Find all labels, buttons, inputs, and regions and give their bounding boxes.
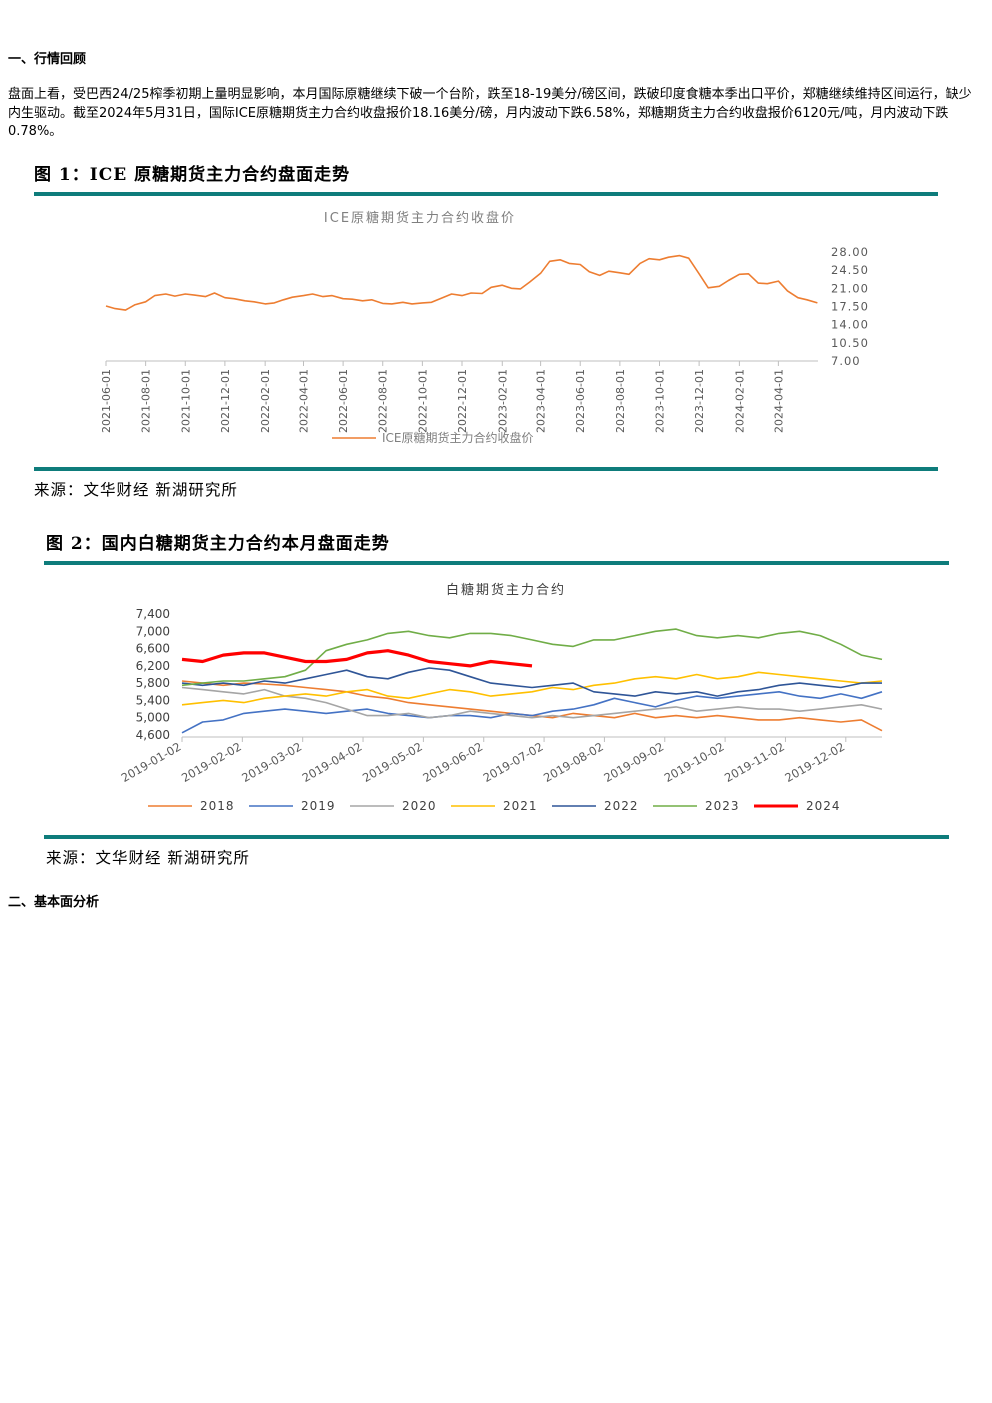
chart2-y-tick-label: 7,400 bbox=[136, 607, 170, 621]
chart2-series-line-2020 bbox=[181, 686, 883, 719]
chart1-title: ICE原糖期货主力合约收盘价 bbox=[324, 210, 516, 226]
chart2-x-tick-label: 2019-02-02 bbox=[179, 739, 244, 785]
chart1-x-tick-label: 2021-08-01 bbox=[140, 369, 153, 433]
chart2-legend-label-2018: 2018 bbox=[200, 799, 235, 813]
figure1-bottom-rule bbox=[34, 467, 938, 471]
chart2-x-tick-label: 2019-06-02 bbox=[420, 739, 485, 785]
chart1-x-tick-label: 2023-02-01 bbox=[496, 369, 509, 433]
chart2-legend-label-2024: 2024 bbox=[806, 799, 841, 813]
figure1-source: 来源：文华财经 新湖研究所 bbox=[34, 481, 238, 499]
figure2-chart: 白糖期货主力合约 4,600 5,000 5,400 5,800 6,200 6,600 7… bbox=[44, 568, 949, 834]
chart1-legend-label: ICE原糖期货主力合约收盘价 bbox=[382, 430, 534, 445]
chart1-x-tick-label: 2024-02-01 bbox=[733, 369, 746, 433]
chart2-series-line-2019 bbox=[181, 691, 883, 734]
chart1-x-tick-label: 2021-12-01 bbox=[219, 369, 232, 433]
chart2-x-tick-label: 2019-08-02 bbox=[541, 739, 606, 785]
figure2-title: 图 2：国内白糖期货主力合约本月盘面走势 bbox=[46, 534, 390, 554]
chart2-legend-label-2020: 2020 bbox=[402, 799, 437, 813]
chart1-x-tick-label: 2023-04-01 bbox=[535, 369, 548, 433]
chart1-x-tick-label: 2023-12-01 bbox=[693, 369, 706, 433]
chart2-x-tick-label: 2019-09-02 bbox=[601, 739, 666, 785]
figure2-bottom-rule bbox=[44, 835, 949, 839]
figure2-source: 来源：文华财经 新湖研究所 bbox=[46, 849, 250, 867]
chart2-y-tick-label: 6,600 bbox=[136, 642, 170, 656]
chart2-series-line-2023 bbox=[181, 628, 883, 687]
chart2-x-tick-label: 2019-07-02 bbox=[481, 739, 546, 785]
chart1-x-tick-label: 2022-08-01 bbox=[377, 369, 390, 433]
chart2-x-tick-label: 2019-03-02 bbox=[239, 739, 304, 785]
domestic-sugar-line-chart: 白糖期货主力合约 4,600 5,000 5,400 5,800 6,200 6,600 7… bbox=[119, 582, 883, 813]
chart2-series-line-2024 bbox=[181, 649, 533, 668]
chart2-x-tick-label: 2019-11-02 bbox=[722, 739, 787, 785]
chart2-x-tick-label: 2019-12-02 bbox=[782, 739, 847, 785]
chart1-x-tick-label: 2022-12-01 bbox=[456, 369, 469, 433]
chart1-y-tick-label: 17.50 bbox=[831, 300, 869, 314]
chart2-x-tick-label: 2019-01-02 bbox=[119, 739, 184, 785]
chart2-legend-label-2021: 2021 bbox=[503, 799, 538, 813]
chart1-x-tick-label: 2022-06-01 bbox=[337, 369, 350, 433]
chart2-x-tick-label: 2019-04-02 bbox=[300, 739, 365, 785]
chart2-y-tick-label: 4,600 bbox=[136, 728, 170, 742]
figure1-title: 图 1：ICE 原糖期货主力合约盘面走势 bbox=[34, 165, 351, 185]
section-heading-fundamentals: 二、基本面分析 bbox=[8, 895, 100, 910]
chart2-title: 白糖期货主力合约 bbox=[446, 582, 566, 598]
chart1-x-tick-label: 2023-06-01 bbox=[574, 369, 587, 433]
chart1-x-tick-label: 2021-10-01 bbox=[179, 369, 192, 433]
chart2-series-line-2021 bbox=[181, 671, 883, 706]
figure1-top-rule bbox=[34, 192, 938, 196]
chart1-x-tick-label: 2022-02-01 bbox=[259, 369, 272, 433]
chart1-y-tick-label: 21.00 bbox=[831, 281, 869, 295]
ice-sugar-line-chart: ICE原糖期货主力合约收盘价 2021-06-01 2021-08-01 2021-… bbox=[100, 210, 869, 445]
figure1-chart: ICE原糖期货主力合约收盘价 2021-06-01 2021-08-01 2021-… bbox=[34, 198, 938, 466]
figure2-top-rule bbox=[44, 561, 949, 565]
chart1-y-tick-label: 7.00 bbox=[831, 354, 861, 368]
chart1-y-tick-label: 28.00 bbox=[831, 245, 869, 259]
chart2-y-tick-label: 5,000 bbox=[136, 711, 170, 725]
chart2-legend-label-2023: 2023 bbox=[705, 799, 740, 813]
chart2-y-tick-label: 5,400 bbox=[136, 693, 170, 707]
chart1-y-tick-label: 14.00 bbox=[831, 318, 869, 332]
chart2-y-tick-label: 6,200 bbox=[136, 659, 170, 673]
chart1-x-tick-label: 2023-08-01 bbox=[614, 369, 627, 433]
chart2-y-tick-label: 5,800 bbox=[136, 676, 170, 690]
chart1-x-tick-label: 2022-10-01 bbox=[416, 369, 429, 433]
chart2-y-tick-label: 7,000 bbox=[136, 624, 170, 638]
chart1-x-tick-label: 2024-04-01 bbox=[772, 369, 785, 433]
chart1-y-tick-label: 10.50 bbox=[831, 336, 869, 350]
chart2-series-line-2022 bbox=[181, 667, 882, 697]
chart1-x-tick-label: 2023-10-01 bbox=[653, 369, 666, 433]
chart1-x-tick-label: 2022-04-01 bbox=[297, 369, 310, 433]
chart1-legend: ICE原糖期货主力合约收盘价 bbox=[332, 430, 534, 445]
market-review-paragraph: 盘面上看，受巴西24/25榨季初期上量明显影响，本月国际原糖继续下破一个台阶，跌… bbox=[8, 87, 972, 139]
chart2-series-line-2018 bbox=[181, 680, 883, 732]
chart2-x-tick-label: 2019-10-02 bbox=[662, 739, 727, 785]
chart1-series-line bbox=[105, 254, 818, 311]
chart1-y-tick-label: 24.50 bbox=[831, 263, 869, 277]
chart2-legend-label-2022: 2022 bbox=[604, 799, 639, 813]
chart2-x-tick-label: 2019-05-02 bbox=[360, 739, 425, 785]
chart2-legend-label-2019: 2019 bbox=[301, 799, 336, 813]
section-heading-market-review: 一、行情回顾 bbox=[8, 52, 87, 67]
chart1-x-tick-label: 2021-06-01 bbox=[100, 369, 113, 433]
